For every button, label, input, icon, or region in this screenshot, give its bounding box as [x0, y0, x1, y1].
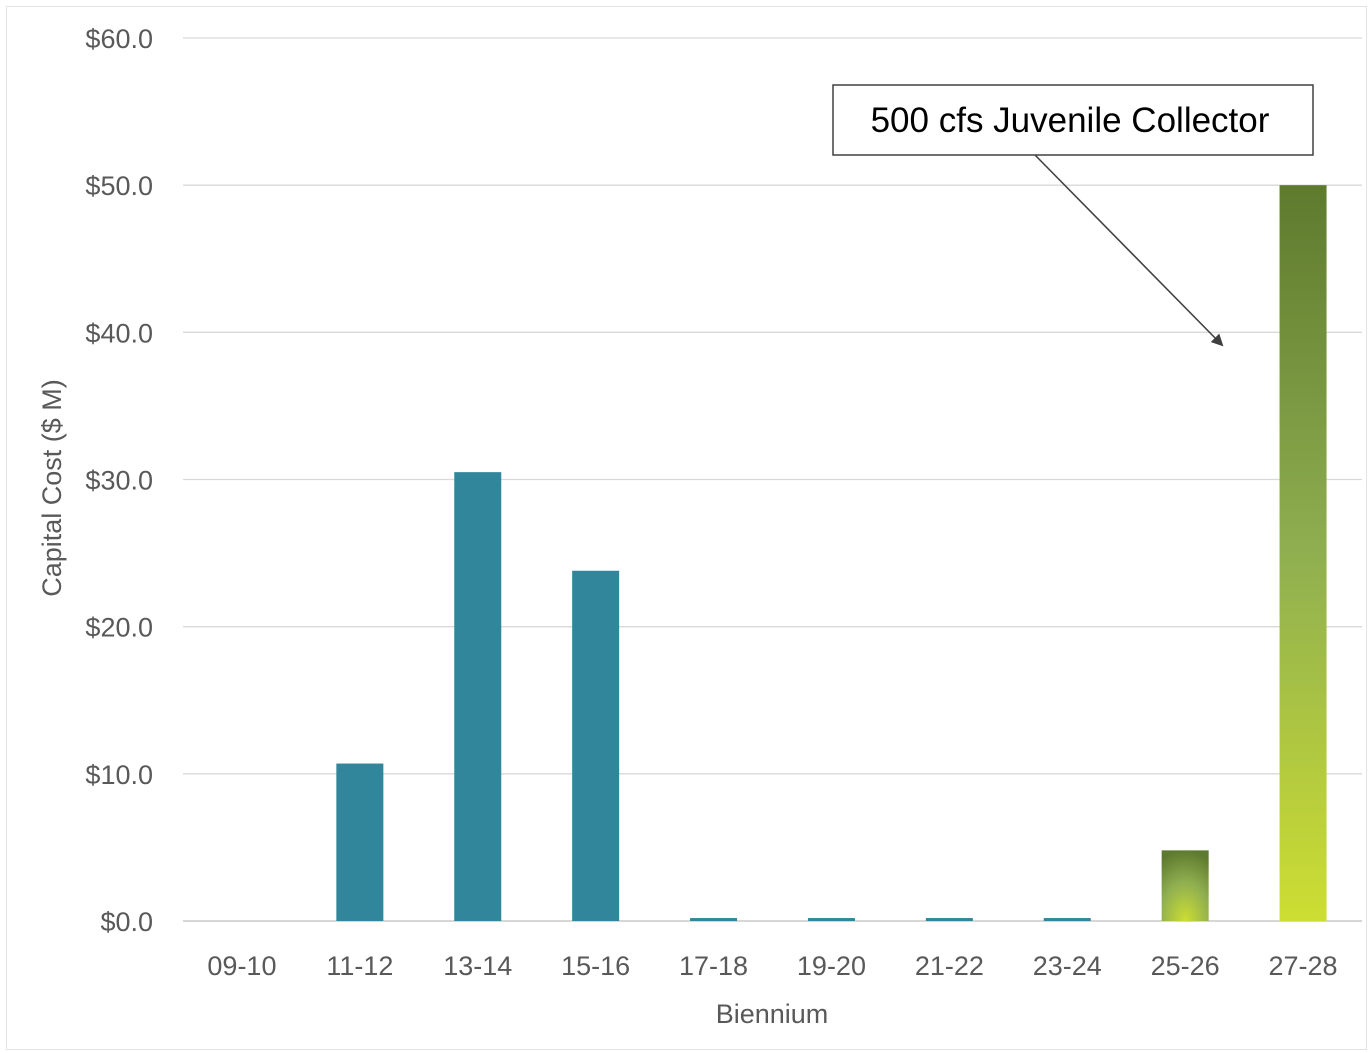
- y-tick-label: $50.0: [85, 171, 153, 201]
- y-tick-label: $30.0: [85, 466, 153, 496]
- bar-23-24: [1043, 918, 1091, 921]
- y-tick-label: $0.0: [100, 907, 153, 937]
- annotation-text: 500 cfs Juvenile Collector: [871, 101, 1270, 140]
- bar-27-28: [1279, 185, 1327, 921]
- y-tick-label: $10.0: [85, 760, 153, 790]
- bar-25-26: [1161, 850, 1209, 921]
- bar-11-12: [336, 763, 384, 921]
- x-tick-label: 13-14: [443, 951, 512, 981]
- annotation-box: [832, 84, 1314, 156]
- x-tick-label: 15-16: [561, 951, 630, 981]
- x-tick-label: 19-20: [797, 951, 866, 981]
- bars: [336, 185, 1327, 921]
- bar-13-14: [454, 472, 502, 921]
- y-tick-label: $60.0: [85, 24, 153, 54]
- y-tick-label: $40.0: [85, 318, 153, 348]
- x-tick-label: 25-26: [1151, 951, 1220, 981]
- x-tick-label: 21-22: [915, 951, 984, 981]
- bar-15-16: [572, 570, 620, 921]
- x-tick-label: 23-24: [1033, 951, 1102, 981]
- x-tick-label: 11-12: [326, 951, 393, 981]
- x-axis-tick-labels: 09-10 11-12 13-14 15-16 17-18 19-20 21-22 23-24…: [207, 951, 1337, 981]
- chart-frame: [6, 6, 1367, 1050]
- x-tick-label: 17-18: [679, 951, 748, 981]
- y-tick-label: $20.0: [85, 613, 153, 643]
- bar-21-22: [925, 918, 973, 921]
- x-tick-label: 09-10: [207, 951, 276, 981]
- annotation-callout: 500 cfs Juvenile Collector: [832, 84, 1314, 347]
- y-axis-tick-labels: $0.0 $10.0 $20.0 $30.0 $40.0 $50.0 $60.0: [85, 24, 153, 937]
- bar-19-20: [807, 918, 855, 921]
- y-axis-title: Capital Cost ($ M): [37, 379, 67, 597]
- bar-17-18: [690, 918, 738, 921]
- x-tick-label: 27-28: [1269, 951, 1338, 981]
- x-axis-title: Biennium: [716, 999, 829, 1029]
- annotation-arrow: [1034, 154, 1224, 347]
